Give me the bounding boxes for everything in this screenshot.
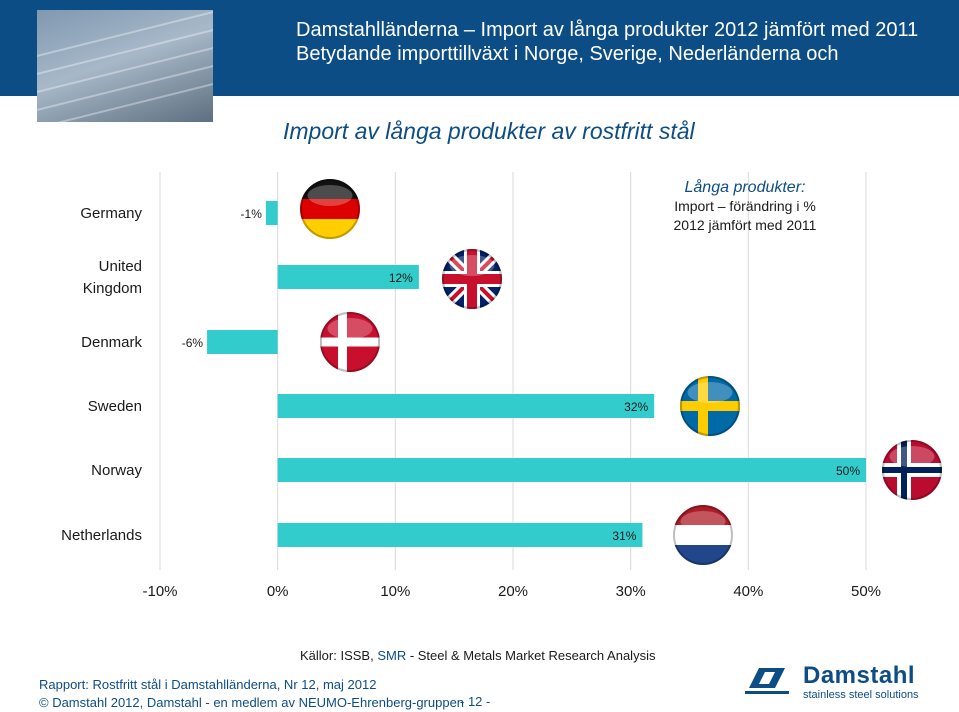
flag-rim xyxy=(680,376,740,436)
category-label: Germany xyxy=(80,205,142,222)
flag-rim xyxy=(442,249,502,309)
annotation-title: Långa produkter: xyxy=(684,179,806,196)
flag-rim xyxy=(300,179,360,239)
bar-chart: Germany United Kingdom Denmark Sweden Norway N… xyxy=(61,172,942,600)
page-number: - 12 - xyxy=(460,694,491,709)
slide-title: Import av långa produkter av rostfritt s… xyxy=(283,118,695,144)
value-label: 31% xyxy=(612,529,636,543)
grid-lines xyxy=(159,172,867,570)
value-labels: -1% 12% -6% 32% 50% 31% xyxy=(182,207,861,543)
category-label: Sweden xyxy=(88,398,142,415)
x-tick-labels: -10% 0% 10% 20% 30% 40% 50% xyxy=(142,583,881,600)
logo-word: Damstahl xyxy=(803,662,916,689)
bar xyxy=(207,330,278,354)
source-rest: - Steel & Metals Market Research Analysi… xyxy=(406,648,656,663)
flag-rim xyxy=(882,440,942,500)
value-label: 50% xyxy=(836,464,860,478)
bar xyxy=(265,201,278,225)
bars xyxy=(207,201,867,547)
value-label: -1% xyxy=(241,207,263,221)
category-label: Norway xyxy=(91,462,142,479)
header-title-line2: Betydande importtillväxt i Norge, Sverig… xyxy=(296,43,839,65)
flag-rim xyxy=(673,505,733,565)
netherlands-flag-icon xyxy=(673,505,733,565)
footer-report: Rapport: Rostfritt stål i Damstahlländer… xyxy=(39,677,377,692)
value-label: 32% xyxy=(624,400,648,414)
bar xyxy=(277,523,643,547)
germany-flag-icon xyxy=(300,179,360,239)
x-tick-label: 20% xyxy=(498,583,528,600)
category-labels: Germany United Kingdom Denmark Sweden Norway N… xyxy=(61,205,142,544)
norway-flag-icon xyxy=(882,440,942,500)
header-title-line1: Damstahlländerna – Import av långa produ… xyxy=(296,19,919,41)
bar xyxy=(277,394,655,418)
denmark-flag-icon xyxy=(320,312,380,372)
footer-copyright: © Damstahl 2012, Damstahl - en medlem av… xyxy=(39,695,465,710)
x-tick-label: 30% xyxy=(616,583,646,600)
annotation-line1: Import – förändring i % xyxy=(674,198,816,214)
footer: Rapport: Rostfritt stål i Damstahlländer… xyxy=(39,676,464,712)
category-label: United Kingdom xyxy=(83,258,142,297)
chart-annotation: Långa produkter: Import – förändring i %… xyxy=(640,178,850,235)
category-label: Denmark xyxy=(81,334,142,351)
damstahl-logo: Damstahl stainless steel solutions xyxy=(745,662,935,702)
source-note: Källor: ISSB, SMR - Steel & Metals Marke… xyxy=(300,648,655,663)
header-title: Damstahlländerna – Import av långa produ… xyxy=(296,18,936,66)
sweden-flag-icon xyxy=(680,376,740,436)
source-smr-link[interactable]: SMR xyxy=(377,648,407,663)
flags xyxy=(300,179,942,565)
x-tick-label: -10% xyxy=(142,583,177,600)
x-tick-label: 10% xyxy=(380,583,410,600)
category-label: Netherlands xyxy=(61,527,142,544)
logo-tagline: stainless steel solutions xyxy=(803,689,919,701)
bar xyxy=(277,458,867,482)
x-tick-label: 50% xyxy=(851,583,881,600)
uk-flag-icon xyxy=(442,249,502,309)
bar xyxy=(277,265,419,289)
value-label: 12% xyxy=(389,271,413,285)
value-label: -6% xyxy=(182,336,204,350)
x-tick-label: 0% xyxy=(267,583,289,600)
annotation-line2: 2012 jämfört med 2011 xyxy=(673,217,817,233)
x-tick-label: 40% xyxy=(733,583,763,600)
header-building-photo xyxy=(37,10,213,122)
flag-rim xyxy=(320,312,380,372)
source-prefix: Källor: ISSB, xyxy=(300,648,378,663)
damstahl-logo-icon xyxy=(745,668,789,694)
